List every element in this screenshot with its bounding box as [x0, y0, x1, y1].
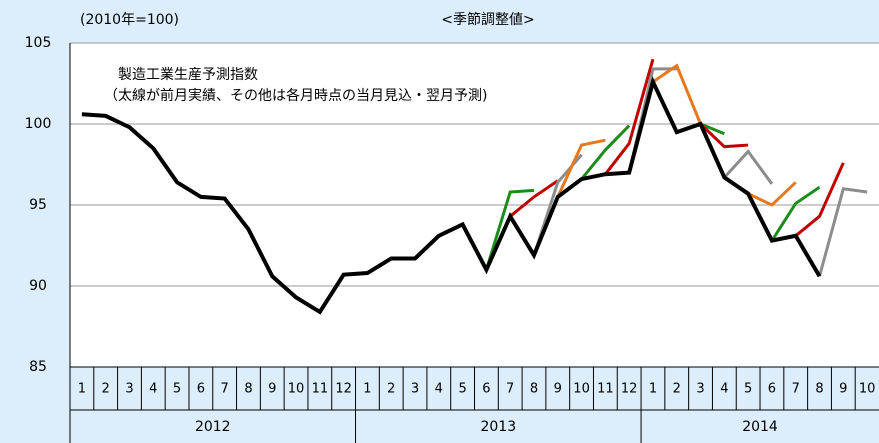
- year-label: 2012: [195, 419, 231, 435]
- x-tick-label: 9: [554, 382, 562, 397]
- x-tick-label: 6: [197, 382, 205, 397]
- y-tick-label: 90: [29, 278, 47, 294]
- x-tick-label: 7: [506, 382, 514, 397]
- forecast-line: [747, 181, 797, 207]
- chart-title: <季節調整値>: [441, 11, 534, 28]
- x-tick-label: 3: [125, 382, 133, 397]
- x-tick-label: 7: [221, 382, 229, 397]
- x-tick-label: 1: [78, 382, 86, 397]
- annotation: （太線が前月実績、その他は各月時点の当月見込・翌月予測): [104, 87, 487, 104]
- forecast-line: [652, 63, 702, 125]
- x-tick-label: 7: [792, 382, 800, 397]
- x-tick-label: 9: [839, 382, 847, 397]
- x-tick-label: 11: [312, 382, 329, 397]
- x-tick-label: 2: [387, 382, 395, 397]
- x-tick-label: 3: [696, 382, 704, 397]
- y-tick-label: 100: [25, 116, 52, 132]
- x-tick-label: 12: [621, 382, 638, 397]
- x-tick-label: 11: [597, 382, 614, 397]
- x-tick-label: 10: [859, 382, 876, 397]
- x-tick-label: 6: [482, 382, 490, 397]
- forecast-line: [723, 149, 774, 185]
- forecast-line: [770, 185, 821, 242]
- x-tick-label: 8: [530, 382, 538, 397]
- x-tick-label: 3: [411, 382, 419, 397]
- x-tick-label: 1: [363, 382, 371, 397]
- x-tick-label: 2: [102, 382, 110, 397]
- x-tick-label: 12: [335, 382, 352, 397]
- x-tick-label: 4: [720, 382, 728, 397]
- x-tick-label: 10: [288, 382, 305, 397]
- x-tick-label: 2: [673, 382, 681, 397]
- x-tick-label: 8: [244, 382, 252, 397]
- y-tick-label: 105: [25, 35, 52, 51]
- actual-line: [81, 76, 822, 315]
- x-tick-label: 10: [573, 382, 590, 397]
- x-tick-label: 4: [435, 382, 443, 397]
- x-tick-label: 1: [649, 382, 657, 397]
- x-tick-label: 4: [149, 382, 157, 397]
- y-tick-label: 85: [29, 359, 47, 375]
- y-tick-label: 95: [29, 197, 47, 213]
- x-tick-label: 6: [768, 382, 776, 397]
- forecast-line: [556, 138, 606, 198]
- forecast-line: [794, 162, 845, 237]
- y-axis-label: (2010年=100): [80, 12, 179, 28]
- year-label: 2013: [480, 419, 516, 435]
- x-tick-label: 5: [744, 382, 752, 397]
- x-tick-label: 9: [268, 382, 276, 397]
- forecast-line: [604, 58, 655, 176]
- forecast-line: [699, 122, 749, 149]
- forecast-line: [580, 124, 631, 181]
- forecast-line: [509, 179, 559, 218]
- x-tick-label: 5: [173, 382, 181, 397]
- x-tick-label: 8: [815, 382, 823, 397]
- annotation: 製造工業生産予測指数: [118, 67, 258, 83]
- year-label: 2014: [742, 419, 778, 435]
- forecast-line: [818, 187, 868, 277]
- x-tick-label: 5: [458, 382, 466, 397]
- forecast-line: [484, 188, 535, 271]
